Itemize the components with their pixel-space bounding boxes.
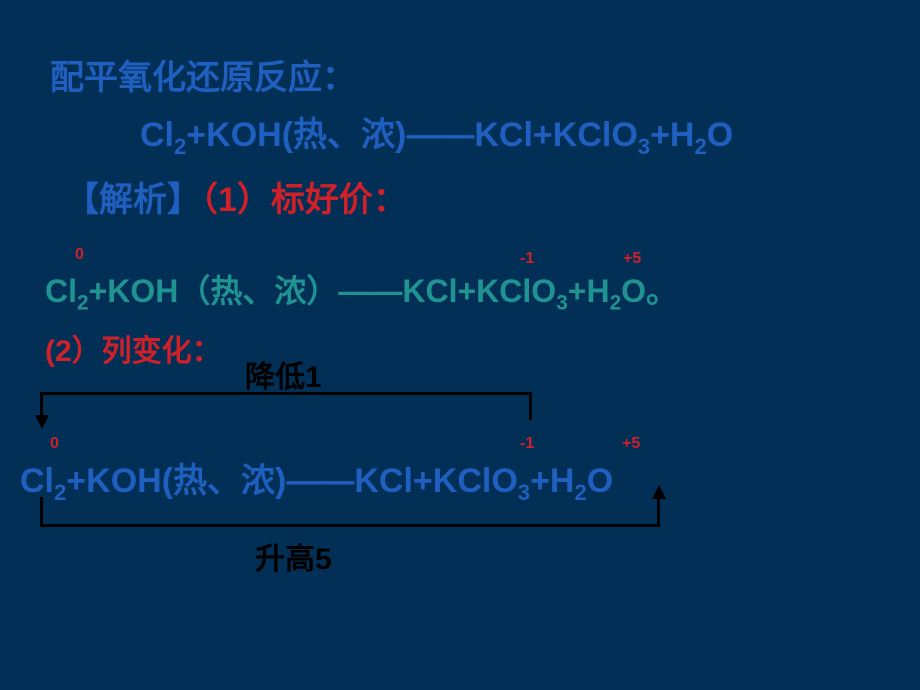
ox2-state-cl2: 0: [50, 435, 59, 453]
increase-label: 升高5: [255, 534, 332, 578]
ox-state-cl2: 0: [75, 246, 84, 264]
eq-annotated-text: Cl2+KOH（热、浓）——KCl+KClO3+H2O。: [45, 266, 678, 315]
ox2-state-kclo3: +5: [622, 435, 640, 453]
decrease-label: 降低1: [245, 352, 322, 396]
annotated-equation-2: 0 -1 +5 Cl2+KOH(热、浓)——KCl+KClO3+H2O: [20, 435, 900, 495]
arrow-down-icon: [35, 415, 49, 429]
analysis-label: 【解析】: [65, 181, 201, 219]
bracket-up: [40, 497, 660, 527]
title-line: 配平氧化还原反应：: [50, 50, 890, 99]
ox2-state-kcl: -1: [520, 435, 534, 453]
step2-label: (2）列变化：: [45, 326, 890, 370]
eq-main: Cl2+KOH(热、浓)——KCl+KClO3+H2O: [140, 116, 733, 154]
main-equation: Cl2+KOH(热、浓)——KCl+KClO3+H2O: [140, 107, 890, 160]
bracket-down: [40, 392, 532, 420]
arrow-up-icon: [652, 485, 666, 499]
annotated-equation-1: 0 -1 +5 Cl2+KOH（热、浓）——KCl+KClO3+H2O。: [45, 246, 890, 316]
step1-label: （1）标好价：: [201, 181, 407, 219]
title-text: 配平氧化还原反应：: [50, 59, 356, 97]
analysis-line: 【解析】（1）标好价：: [65, 172, 890, 221]
